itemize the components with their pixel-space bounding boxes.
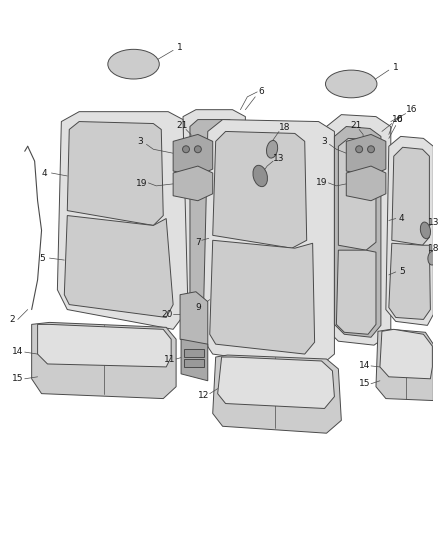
- Text: 16: 16: [406, 105, 417, 114]
- Text: 11: 11: [164, 354, 176, 364]
- Text: 4: 4: [399, 214, 405, 223]
- Polygon shape: [38, 325, 171, 367]
- Polygon shape: [64, 215, 173, 318]
- Text: 1: 1: [393, 63, 399, 71]
- Polygon shape: [326, 115, 391, 345]
- Ellipse shape: [253, 165, 268, 187]
- Ellipse shape: [367, 146, 374, 153]
- Text: 4: 4: [42, 168, 47, 177]
- Polygon shape: [173, 134, 213, 176]
- Polygon shape: [346, 134, 386, 176]
- Polygon shape: [380, 329, 432, 379]
- Text: 21: 21: [177, 121, 188, 130]
- Polygon shape: [339, 139, 376, 250]
- Text: 13: 13: [273, 154, 285, 163]
- Text: 9: 9: [195, 303, 201, 312]
- Text: 18: 18: [279, 123, 291, 132]
- Polygon shape: [213, 132, 307, 248]
- Text: 12: 12: [198, 391, 209, 400]
- Text: 7: 7: [195, 238, 201, 247]
- Polygon shape: [213, 355, 341, 433]
- Polygon shape: [183, 110, 245, 318]
- Polygon shape: [173, 166, 213, 201]
- Text: 3: 3: [321, 137, 327, 146]
- Polygon shape: [386, 136, 433, 325]
- Text: 3: 3: [138, 137, 143, 146]
- Polygon shape: [336, 250, 376, 334]
- Polygon shape: [32, 322, 176, 399]
- Text: 5: 5: [40, 254, 46, 263]
- Polygon shape: [334, 126, 381, 337]
- Polygon shape: [218, 357, 334, 408]
- Text: 10: 10: [392, 115, 403, 124]
- Polygon shape: [210, 240, 314, 354]
- Ellipse shape: [108, 50, 159, 79]
- Text: 5: 5: [399, 268, 405, 277]
- Text: 6: 6: [258, 87, 264, 96]
- Polygon shape: [346, 166, 386, 201]
- Polygon shape: [181, 339, 208, 381]
- Polygon shape: [376, 329, 433, 401]
- Polygon shape: [57, 111, 188, 329]
- Text: 1: 1: [177, 43, 183, 52]
- Ellipse shape: [183, 146, 190, 153]
- Polygon shape: [67, 122, 163, 225]
- Polygon shape: [180, 292, 208, 347]
- Text: 19: 19: [316, 179, 327, 188]
- Polygon shape: [190, 119, 237, 311]
- Ellipse shape: [266, 140, 278, 158]
- Text: 15: 15: [359, 379, 371, 388]
- Ellipse shape: [194, 146, 201, 153]
- Polygon shape: [203, 119, 334, 369]
- Text: 21: 21: [350, 121, 362, 130]
- Text: 14: 14: [12, 346, 24, 356]
- Ellipse shape: [356, 146, 363, 153]
- Text: 14: 14: [360, 361, 371, 370]
- Text: 18: 18: [427, 244, 438, 253]
- Text: 13: 13: [427, 218, 438, 227]
- Polygon shape: [392, 147, 429, 245]
- Ellipse shape: [420, 222, 431, 239]
- Text: 20: 20: [162, 310, 173, 319]
- Ellipse shape: [428, 251, 437, 265]
- Text: 6: 6: [397, 115, 403, 124]
- Ellipse shape: [325, 70, 377, 98]
- Bar: [184, 359, 204, 367]
- Polygon shape: [389, 243, 431, 319]
- Text: 15: 15: [12, 374, 24, 383]
- Text: 2: 2: [9, 315, 15, 324]
- Bar: [184, 349, 204, 357]
- Text: 19: 19: [136, 180, 147, 188]
